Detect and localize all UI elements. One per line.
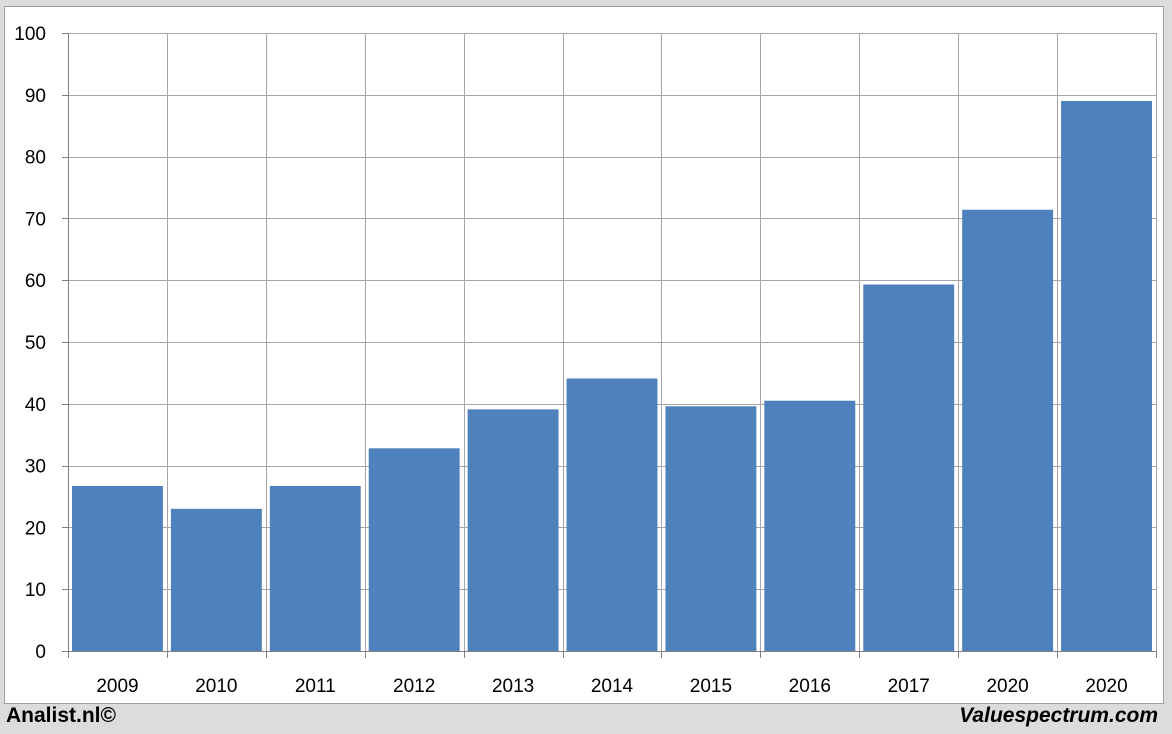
y-tick-label: 100 bbox=[14, 24, 46, 45]
x-tick-label: 2011 bbox=[295, 676, 336, 697]
axes bbox=[62, 33, 1157, 658]
bar-2020 bbox=[1061, 100, 1152, 652]
y-tick-label: 10 bbox=[25, 580, 46, 601]
y-tick-label: 60 bbox=[25, 271, 46, 292]
y-tick-label: 0 bbox=[35, 642, 46, 663]
bar-2010 bbox=[170, 508, 262, 651]
y-tick-label: 30 bbox=[25, 457, 46, 478]
y-tick-label: 80 bbox=[25, 148, 46, 169]
x-tick-label: 2009 bbox=[96, 676, 138, 697]
valuespectrum-credit: Valuespectrum.com bbox=[959, 704, 1158, 727]
x-tick-label: 2014 bbox=[591, 676, 634, 697]
y-tick-label: 70 bbox=[25, 209, 46, 230]
x-tick-label: 2012 bbox=[393, 676, 435, 697]
tick-labels: 0 10 20 30 40 50 60 70 80 90 100 2009 2010 2011 2012 20… bbox=[14, 24, 1127, 697]
x-tick-label: 2010 bbox=[195, 676, 237, 697]
bar-2020 bbox=[962, 209, 1054, 652]
x-tick-label: 2017 bbox=[888, 676, 930, 697]
x-tick-label: 2016 bbox=[789, 676, 831, 697]
bar-2013 bbox=[467, 409, 559, 651]
x-tick-label: 2020 bbox=[1085, 676, 1127, 697]
bars bbox=[72, 100, 1152, 652]
y-tick-label: 90 bbox=[25, 86, 46, 107]
bar-2009 bbox=[72, 485, 163, 651]
bar-2014 bbox=[566, 378, 658, 651]
bar-2011 bbox=[269, 485, 361, 651]
bar-2012 bbox=[368, 448, 460, 651]
analist-credit: Analist.nl© bbox=[6, 704, 116, 727]
x-tick-label: 2020 bbox=[986, 676, 1028, 697]
x-tick-label: 2013 bbox=[492, 676, 534, 697]
y-tick-label: 50 bbox=[25, 333, 46, 354]
bar-2017 bbox=[863, 284, 955, 651]
y-tick-label: 40 bbox=[25, 395, 46, 416]
bar-2016 bbox=[764, 400, 856, 651]
y-tick-label: 20 bbox=[25, 518, 46, 539]
x-tick-label: 2015 bbox=[690, 676, 732, 697]
bar-chart: 0 10 20 30 40 50 60 70 80 90 100 2009 2010 2011 2012 20… bbox=[14, 24, 1157, 697]
bar-2015 bbox=[665, 406, 757, 651]
